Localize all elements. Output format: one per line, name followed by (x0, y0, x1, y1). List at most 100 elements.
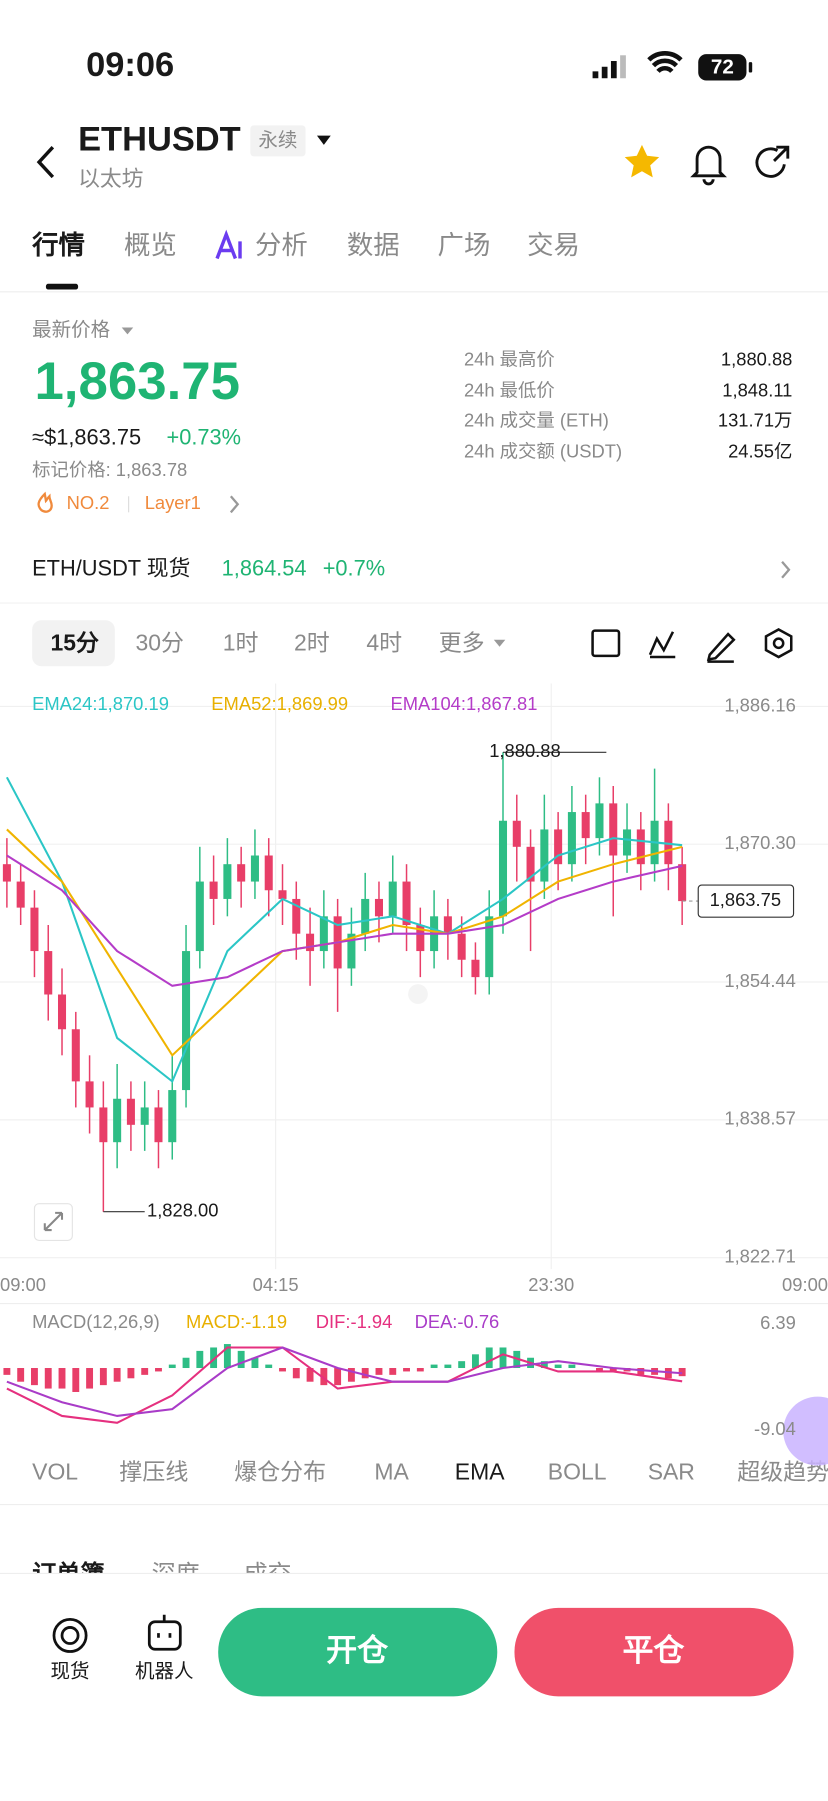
candle-body (388, 881, 397, 917)
candlestick-chart: ● (0, 683, 828, 1270)
indicator-tab[interactable]: EMA (455, 1459, 505, 1485)
candle-body (168, 1090, 177, 1143)
macd-bar (347, 1368, 355, 1382)
legend-entry: EMA52:1,869.99 (211, 693, 348, 714)
ema-line (6, 854, 683, 987)
candle-body (540, 829, 549, 882)
chevron[interactable] (781, 560, 791, 579)
macd-bar (292, 1368, 300, 1379)
tab[interactable]: 分析 (255, 230, 308, 260)
sector[interactable]: Layer1 (145, 492, 201, 513)
favorite-star[interactable] (624, 144, 660, 178)
macd-bar (306, 1368, 314, 1382)
interval[interactable]: 1时 (223, 629, 259, 655)
open-button[interactable] (218, 1607, 498, 1697)
indicator-tab[interactable]: 爆仓分布 (234, 1459, 326, 1485)
candle-body (154, 1107, 163, 1143)
tab[interactable]: 广场 (438, 230, 491, 260)
candle-body (443, 916, 452, 934)
share-icon[interactable] (755, 145, 790, 178)
macd-bar (678, 1368, 686, 1377)
tab[interactable]: 行情 (31, 230, 85, 260)
macd-bar (58, 1368, 66, 1389)
spot-label[interactable]: ETH/USDT 现货 (32, 556, 190, 581)
alert-bell[interactable] (690, 145, 727, 186)
interval[interactable]: 更多 (439, 629, 485, 655)
draw-icon[interactable] (706, 632, 736, 663)
candle-body (195, 881, 204, 952)
macd-bar (320, 1368, 328, 1386)
legend-entry: DIF:-1.94 (316, 1311, 393, 1332)
candle-body (292, 898, 301, 934)
interval[interactable]: 2时 (294, 629, 330, 655)
mark-price: 标记价格: 1,863.78 (32, 459, 187, 480)
y-tick-label: 1,870.30 (724, 832, 795, 853)
candle-body (209, 881, 218, 899)
macd-bar (389, 1368, 397, 1375)
interval[interactable]: 30分 (136, 629, 185, 655)
candle-body (609, 803, 618, 856)
stat-label: 24h 成交量 (ETH) (464, 409, 609, 430)
candle-body (99, 1107, 108, 1143)
macd-bar (113, 1368, 121, 1382)
indicator-icon[interactable] (648, 631, 676, 659)
chart-type-icon[interactable] (591, 629, 621, 658)
status-icons (592, 51, 753, 81)
dropdown-arrow[interactable] (316, 135, 331, 145)
indicator-tab[interactable]: MA (374, 1459, 409, 1485)
legend-entry: DEA:-0.76 (415, 1311, 500, 1332)
macd-bar (361, 1368, 369, 1379)
indicator-tab[interactable]: BOLL (548, 1459, 607, 1485)
tab[interactable]: 概览 (124, 230, 177, 260)
macd-bar (403, 1368, 410, 1372)
macd-bar (86, 1368, 94, 1389)
candle-body (250, 855, 259, 882)
candle-body (664, 820, 673, 865)
candle-body (347, 933, 356, 969)
stat-label: 24h 最低价 (464, 380, 555, 401)
min-label: 1,828.00 (147, 1200, 218, 1221)
stat-value: 1,880.88 (721, 349, 792, 370)
spot-change: +0.7% (323, 556, 385, 581)
bottom-action[interactable]: 机器人 (135, 1660, 194, 1682)
interval[interactable]: 4时 (366, 629, 402, 655)
price-label[interactable]: 最新价格 (32, 319, 111, 341)
interval-selected-bg (32, 620, 115, 667)
candle-body (306, 933, 315, 952)
macd-bar (485, 1347, 493, 1369)
last-price-box (697, 884, 795, 918)
assistant-bubble[interactable] (783, 1396, 828, 1466)
y-tick-label: 1,838.57 (724, 1108, 795, 1129)
candle-body (278, 890, 287, 899)
macd-bar (416, 1368, 424, 1372)
close-button[interactable] (514, 1607, 794, 1697)
candle-body (623, 829, 632, 856)
candle-body (113, 1098, 122, 1143)
macd-bar (609, 1368, 617, 1372)
macd-bar (458, 1361, 466, 1369)
price-change: +0.73% (167, 425, 242, 450)
chevron[interactable] (229, 495, 240, 514)
bottom-action[interactable]: 现货 (51, 1660, 90, 1682)
indicator-tab[interactable]: 撑压线 (119, 1459, 188, 1485)
macd-chart (3, 1344, 686, 1424)
settings-icon[interactable] (764, 628, 793, 659)
tab[interactable]: 交易 (527, 230, 580, 260)
interval[interactable]: 15分 (51, 629, 100, 655)
tab[interactable]: 数据 (347, 230, 400, 260)
x-tick-label: 09:00 (782, 1274, 828, 1295)
indicator-tab[interactable]: SAR (648, 1459, 695, 1485)
candle-body (554, 829, 563, 865)
symbol[interactable]: ETHUSDT (78, 120, 241, 158)
open-button-label[interactable]: 开仓 (326, 1633, 389, 1668)
rank[interactable]: NO.2 (67, 492, 110, 513)
indicator-tab[interactable]: VOL (32, 1459, 78, 1485)
close-button-label[interactable]: 平仓 (622, 1633, 685, 1668)
candle-body (16, 881, 25, 908)
macd-bar (471, 1354, 479, 1369)
back-button[interactable] (36, 145, 55, 179)
tab-indicator (45, 283, 79, 290)
macd-bar (127, 1368, 135, 1379)
x-tick-label: 09:00 (0, 1274, 46, 1295)
